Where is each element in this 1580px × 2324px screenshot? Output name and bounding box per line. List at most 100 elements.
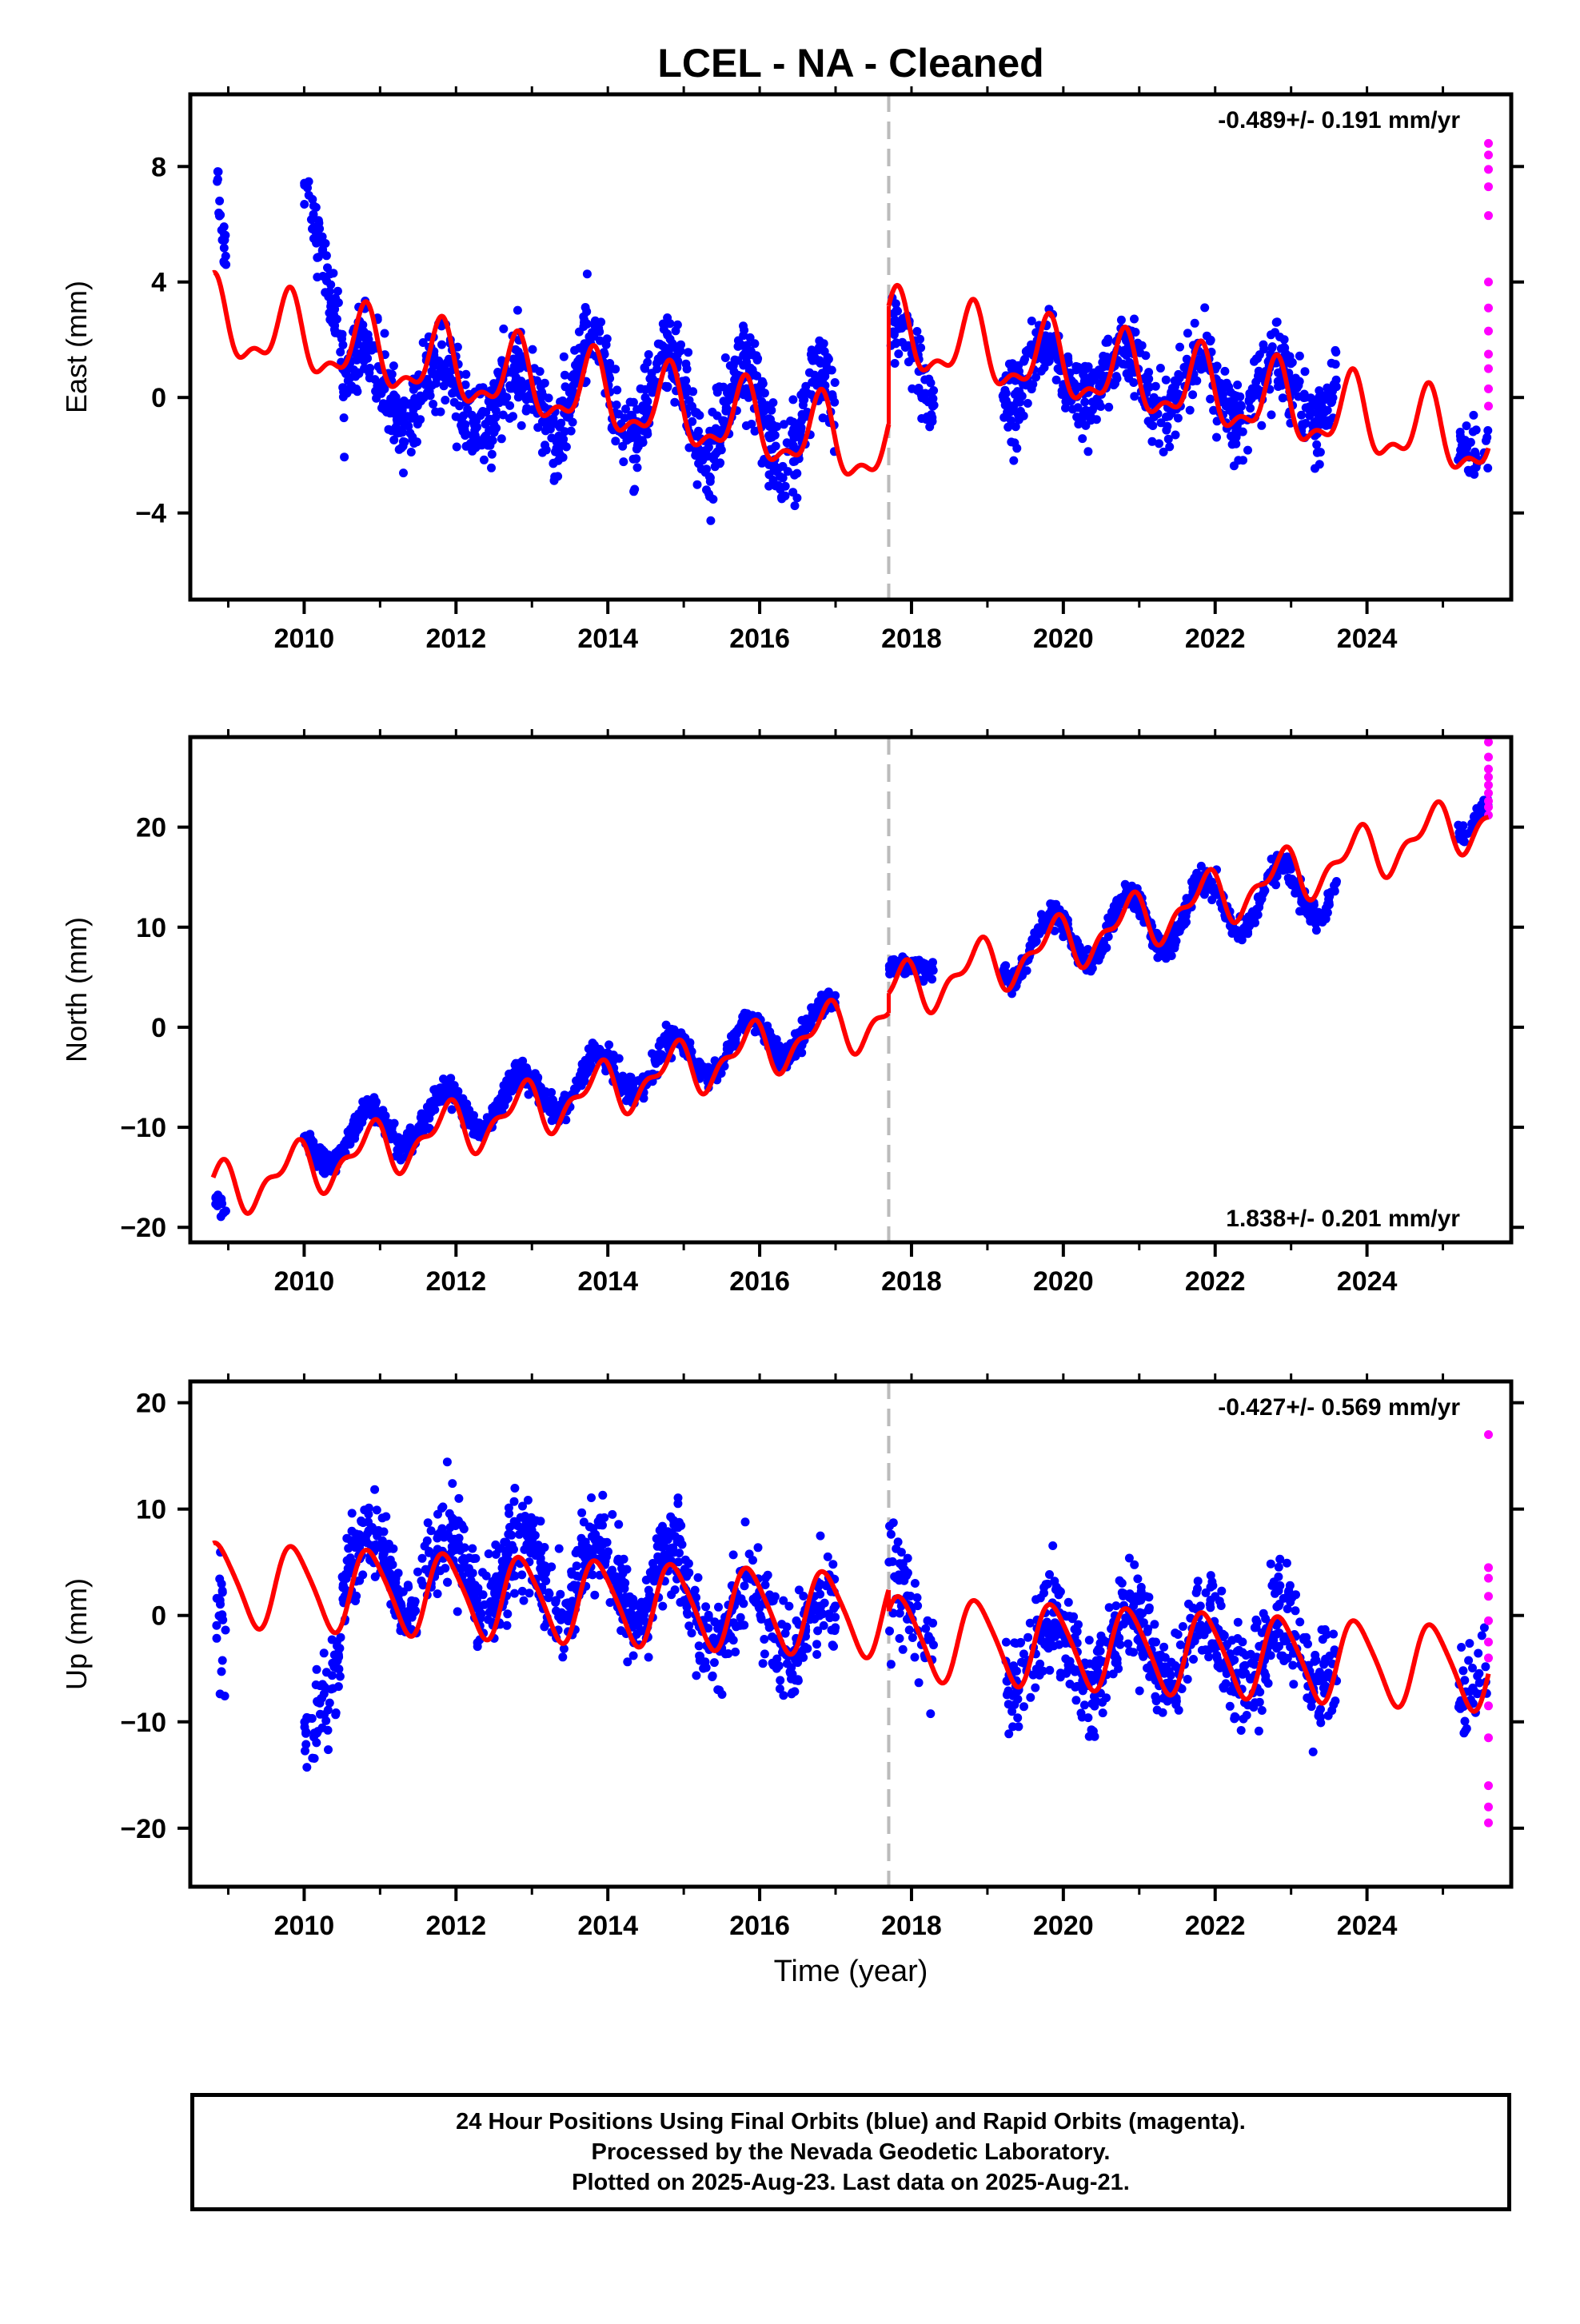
final-point <box>552 1607 561 1616</box>
final-point <box>812 1640 821 1648</box>
final-point <box>305 177 313 186</box>
final-point <box>1103 338 1112 347</box>
final-point <box>1327 359 1336 368</box>
rapid-point <box>1484 781 1493 790</box>
final-point <box>644 1653 653 1662</box>
final-point <box>417 1110 426 1118</box>
final-point <box>824 353 832 362</box>
final-point <box>1022 381 1031 389</box>
final-point <box>1175 373 1184 382</box>
final-point <box>503 1609 512 1618</box>
final-point <box>221 1626 230 1635</box>
final-point <box>694 1573 703 1582</box>
final-point <box>688 417 696 426</box>
final-point <box>1058 390 1067 399</box>
y-axis-label: East (mm) <box>60 281 93 413</box>
final-point <box>1320 408 1329 417</box>
final-point <box>590 1591 599 1600</box>
final-point <box>1458 441 1466 450</box>
final-point <box>896 1634 904 1643</box>
final-point <box>329 269 337 277</box>
final-point <box>443 1457 452 1466</box>
final-point <box>657 1543 666 1552</box>
final-point <box>517 421 526 430</box>
final-point <box>1456 428 1465 436</box>
final-point <box>739 1599 748 1608</box>
final-point <box>583 269 592 278</box>
final-point <box>1195 356 1204 365</box>
final-point <box>471 1581 480 1589</box>
final-point <box>688 402 696 411</box>
final-point <box>1228 407 1237 416</box>
final-point <box>828 1560 837 1569</box>
final-point <box>1080 397 1089 406</box>
final-point <box>652 1055 660 1064</box>
final-point <box>1250 357 1259 366</box>
rapid-point <box>1484 385 1493 393</box>
final-point <box>649 1564 658 1573</box>
final-point <box>407 1601 416 1610</box>
final-point <box>380 1541 389 1550</box>
final-point <box>429 1086 438 1094</box>
final-point <box>441 1085 449 1094</box>
final-point <box>913 1601 922 1610</box>
final-point <box>437 408 445 417</box>
final-point <box>385 409 394 417</box>
final-point <box>1458 837 1467 846</box>
final-point <box>820 339 828 348</box>
final-point <box>630 485 639 494</box>
final-point <box>829 1604 838 1613</box>
final-point <box>514 1067 523 1076</box>
final-point <box>328 1636 337 1644</box>
final-point <box>471 416 480 425</box>
final-point <box>311 227 320 236</box>
final-point <box>887 1530 896 1539</box>
final-point <box>633 463 642 472</box>
final-point <box>831 378 840 387</box>
final-point <box>701 1602 710 1611</box>
final-point <box>674 1493 683 1502</box>
x-tick-label: 2022 <box>1185 624 1246 654</box>
final-point <box>539 392 548 401</box>
final-point <box>340 413 349 422</box>
final-point <box>549 414 558 423</box>
y-tick-label: 20 <box>136 813 166 843</box>
final-point <box>309 1732 318 1741</box>
x-tick-label: 2020 <box>1033 1266 1094 1297</box>
final-point <box>643 430 652 439</box>
final-point <box>927 1636 936 1644</box>
final-point <box>1096 402 1105 411</box>
final-point <box>1247 915 1255 924</box>
final-point <box>743 1009 752 1018</box>
final-point <box>1469 411 1478 420</box>
final-point <box>513 365 521 374</box>
final-point <box>807 1003 816 1012</box>
rapid-point <box>1484 139 1493 148</box>
final-point <box>913 1593 922 1602</box>
final-point <box>306 1134 315 1143</box>
final-point <box>580 1517 589 1526</box>
final-point <box>318 272 327 281</box>
final-point <box>377 404 386 413</box>
final-point <box>348 1527 357 1536</box>
final-point <box>365 369 373 377</box>
x-tick-label: 2010 <box>274 1266 335 1297</box>
final-point <box>457 1564 466 1573</box>
final-point <box>326 302 335 311</box>
final-point <box>1462 421 1471 430</box>
final-point <box>708 1672 717 1680</box>
final-point <box>434 357 443 365</box>
final-point <box>322 1668 331 1676</box>
final-point <box>556 423 565 432</box>
final-point <box>1074 420 1083 429</box>
final-point <box>520 1597 529 1605</box>
final-point <box>392 423 401 432</box>
final-point <box>753 356 762 365</box>
x-tick-label: 2024 <box>1337 624 1398 654</box>
final-point <box>1246 404 1255 413</box>
final-point <box>324 1745 333 1754</box>
final-point <box>670 398 679 407</box>
final-point <box>407 448 416 456</box>
